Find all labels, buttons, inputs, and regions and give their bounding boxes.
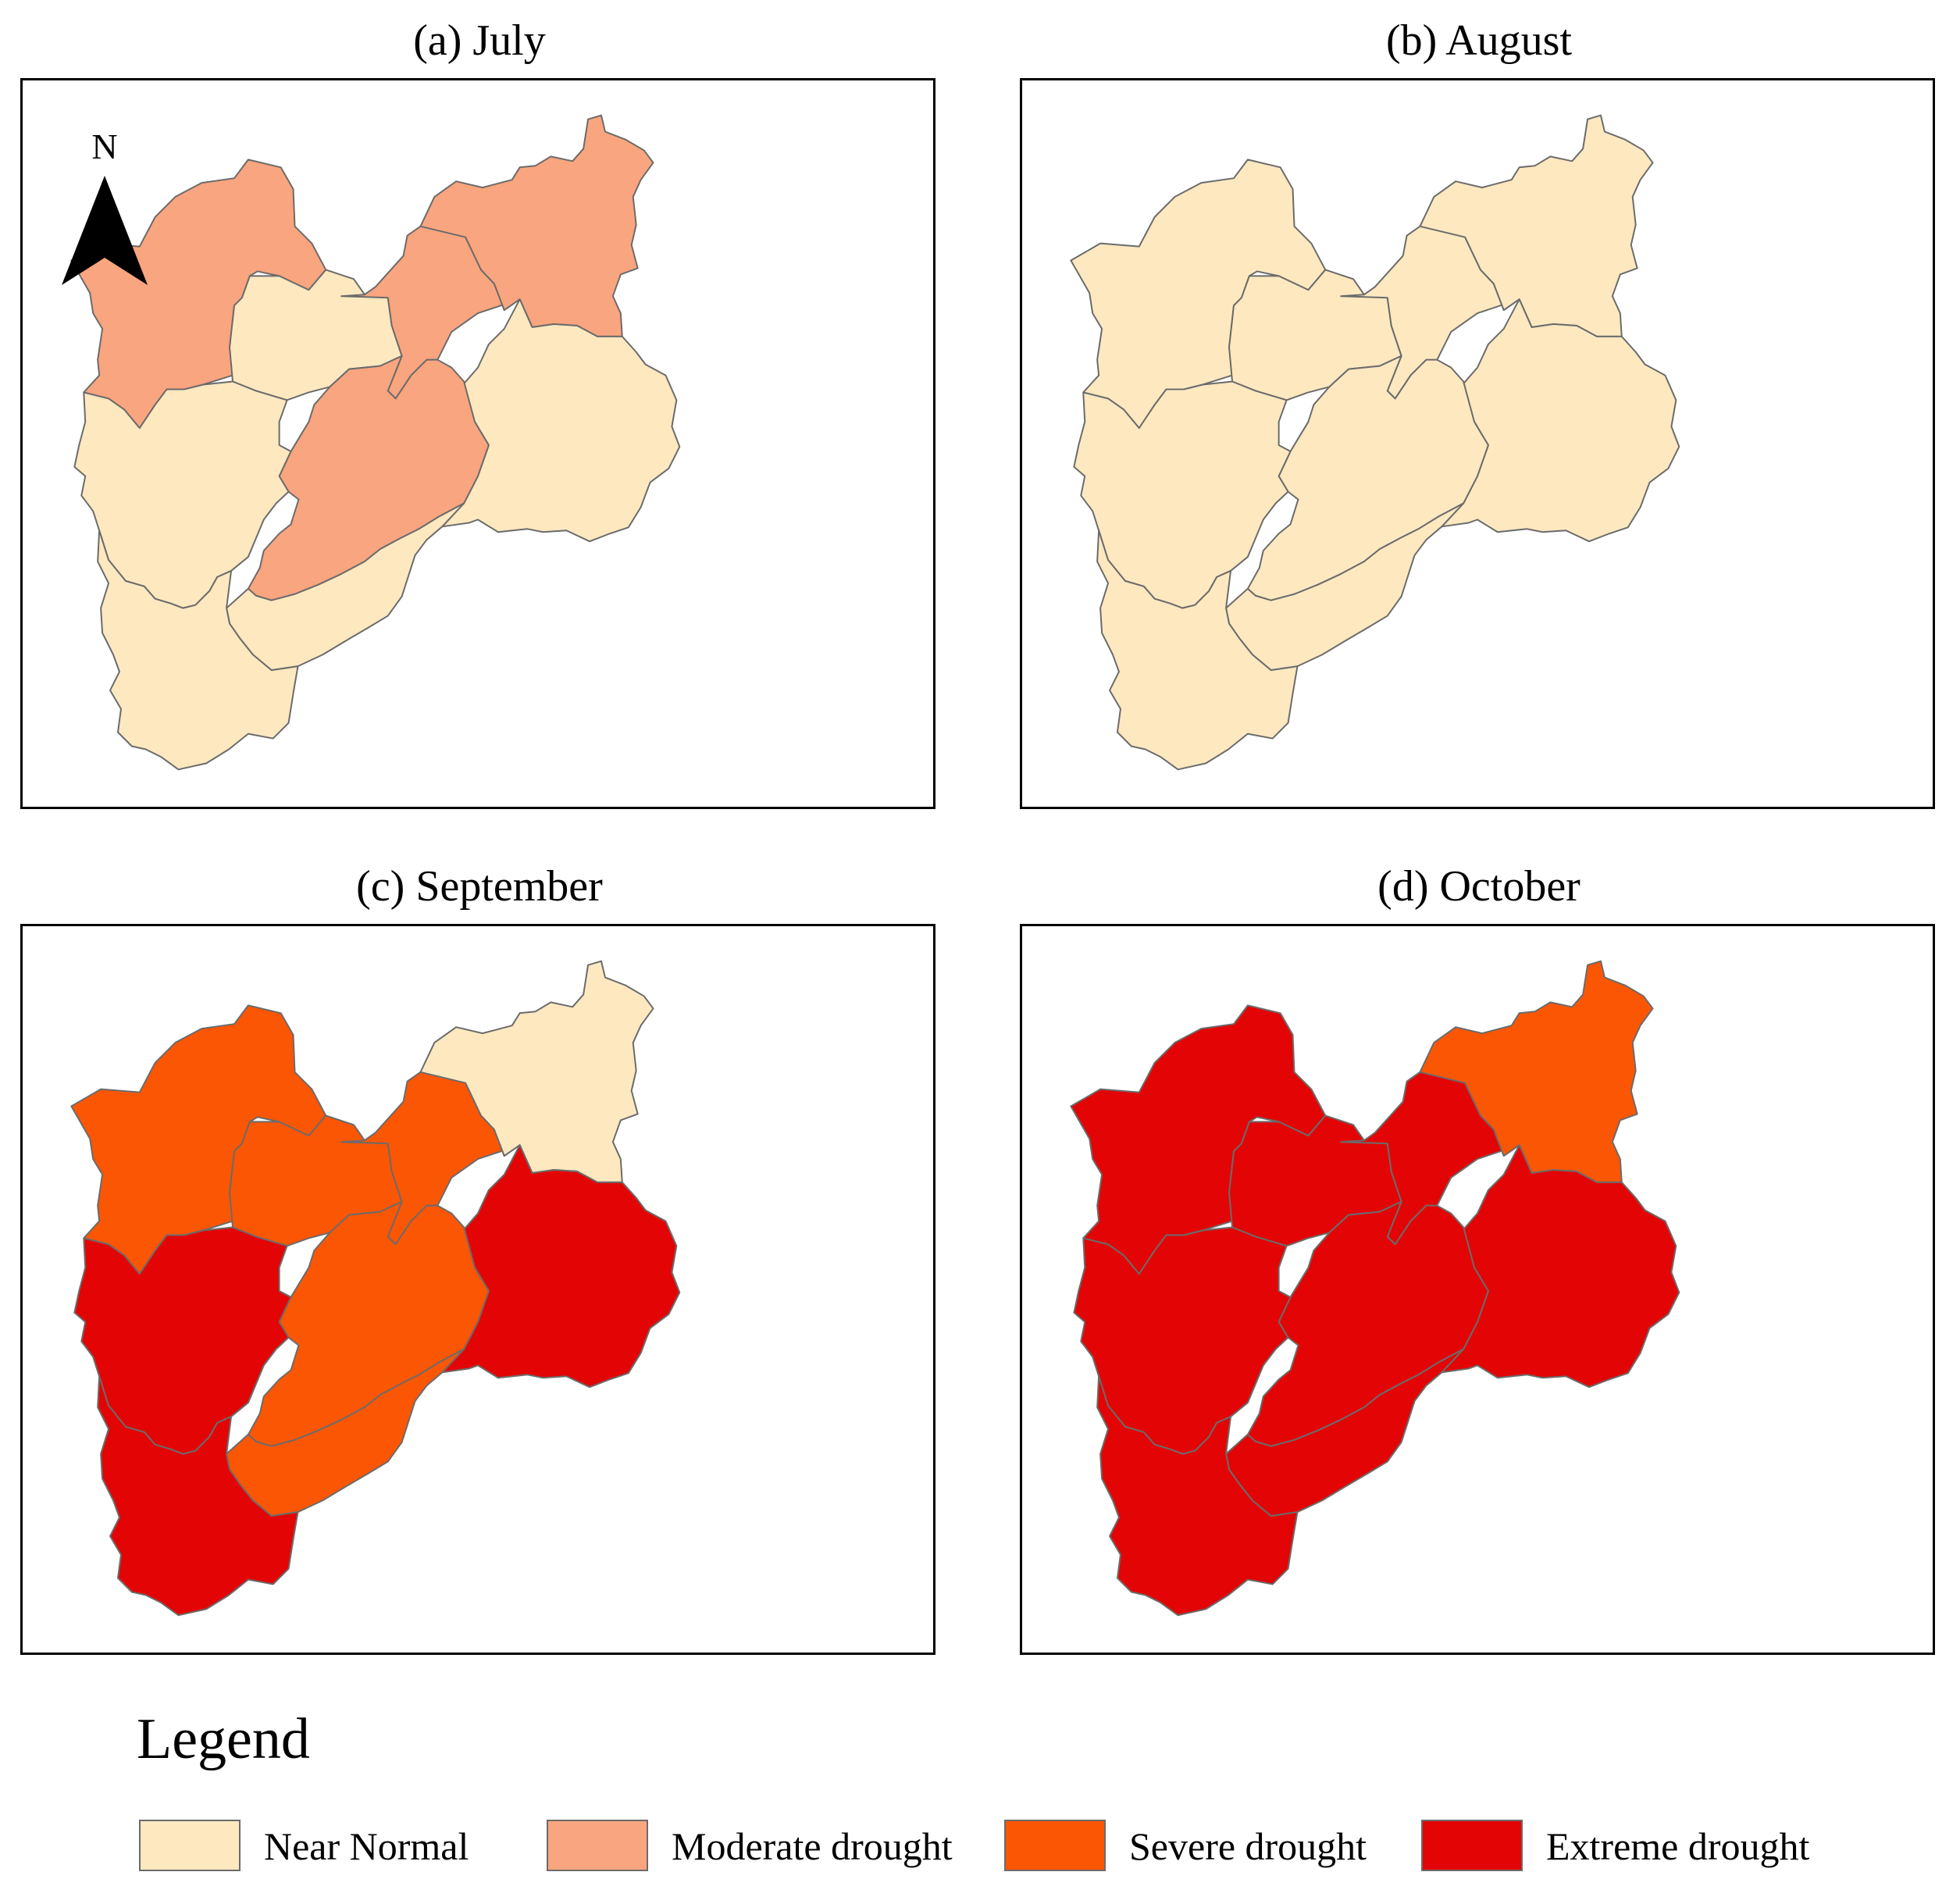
map-panel-october (1020, 924, 1935, 1655)
drought-map (70, 114, 681, 771)
map-panel-july: N (20, 78, 935, 809)
legend-swatch (1421, 1820, 1523, 1871)
panel-title-a: (a) July (413, 16, 546, 65)
legend-swatch (139, 1820, 241, 1871)
drought-map (1070, 960, 1680, 1617)
drought-map (1070, 114, 1680, 771)
region-southwest (97, 529, 299, 771)
region-southwest (1096, 529, 1299, 771)
north-label: N (91, 127, 118, 166)
map-panel-august (1020, 78, 1935, 809)
panel-title-d: (d) October (1377, 862, 1580, 911)
legend-swatch (1004, 1820, 1106, 1871)
panel-title-b: (b) August (1386, 16, 1572, 65)
legend-label: Severe drought (1129, 1824, 1367, 1868)
region-southwest (1096, 1375, 1299, 1617)
drought-map (70, 960, 681, 1617)
region-west (1073, 1226, 1292, 1455)
legend-title: Legend (137, 1707, 310, 1771)
region-west (1073, 380, 1292, 609)
legend-label: Near Normal (264, 1824, 469, 1868)
north-arrow: N (62, 127, 148, 299)
north-arrow-icon (62, 176, 148, 285)
region-west (73, 1226, 292, 1455)
panel-title-c: (c) September (356, 862, 603, 911)
legend-swatch (547, 1820, 648, 1871)
legend-label: Extreme drought (1546, 1824, 1810, 1868)
region-southwest (97, 1375, 299, 1617)
legend-label: Moderate drought (672, 1824, 953, 1868)
region-west (73, 380, 292, 609)
map-panel-september (20, 924, 935, 1655)
